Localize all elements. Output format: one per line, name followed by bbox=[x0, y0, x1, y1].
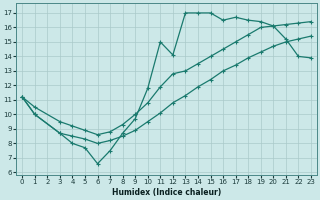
X-axis label: Humidex (Indice chaleur): Humidex (Indice chaleur) bbox=[112, 188, 221, 197]
